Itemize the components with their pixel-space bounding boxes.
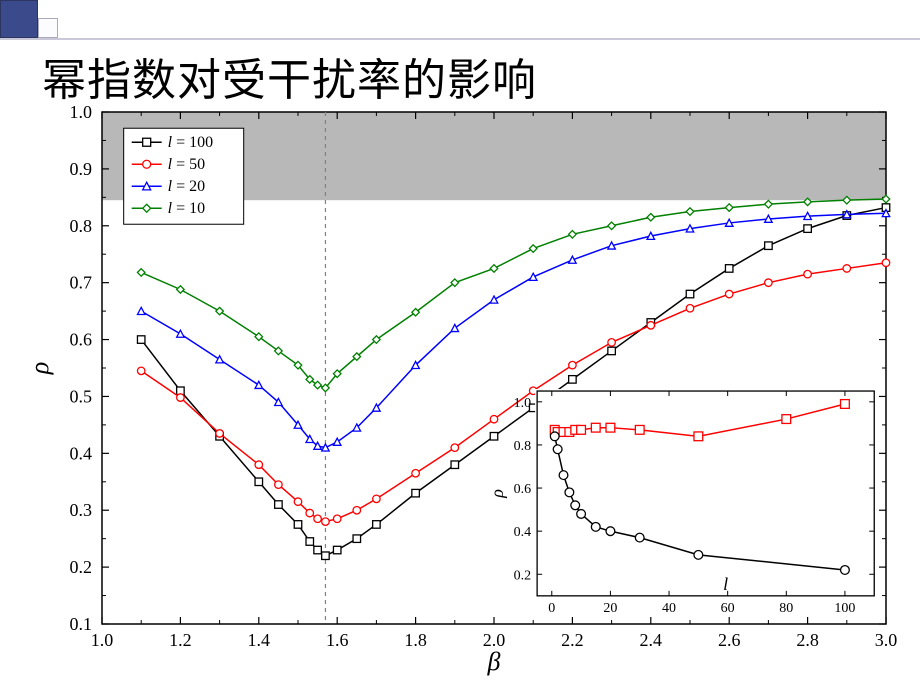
svg-text:ρ: ρ: [487, 489, 507, 499]
svg-text:2.2: 2.2: [561, 630, 584, 650]
svg-text:l: l: [723, 574, 728, 594]
svg-text:80: 80: [779, 601, 793, 616]
svg-text:100: 100: [834, 601, 855, 616]
svg-text:l = 100: l = 100: [168, 134, 213, 151]
svg-text:l = 50: l = 50: [168, 156, 205, 173]
svg-text:0.9: 0.9: [70, 159, 93, 179]
svg-text:0.6: 0.6: [70, 330, 93, 350]
svg-text:1.8: 1.8: [404, 630, 427, 650]
svg-text:1.0: 1.0: [70, 104, 93, 122]
svg-text:0.2: 0.2: [70, 557, 93, 577]
svg-text:β: β: [487, 647, 501, 676]
svg-text:60: 60: [721, 601, 735, 616]
svg-text:ρ: ρ: [28, 362, 54, 375]
slide-corner-decoration: [0, 0, 160, 38]
svg-text:2.6: 2.6: [718, 630, 741, 650]
svg-text:1.6: 1.6: [326, 630, 349, 650]
svg-text:20: 20: [603, 601, 617, 616]
svg-text:l = 20: l = 20: [168, 178, 205, 195]
main-chart: 1.01.21.41.61.82.02.22.42.62.83.00.10.20…: [28, 104, 898, 678]
svg-text:2.4: 2.4: [640, 630, 663, 650]
svg-text:0.5: 0.5: [70, 386, 93, 406]
svg-text:0.8: 0.8: [70, 216, 93, 236]
svg-text:3.0: 3.0: [875, 630, 898, 650]
svg-text:0.8: 0.8: [514, 439, 532, 454]
svg-text:0: 0: [548, 601, 555, 616]
svg-text:40: 40: [662, 601, 676, 616]
svg-text:0.6: 0.6: [514, 482, 532, 497]
svg-text:1.4: 1.4: [248, 630, 270, 650]
svg-text:l = 10: l = 10: [168, 200, 205, 217]
svg-text:0.3: 0.3: [70, 500, 93, 520]
svg-text:1.0: 1.0: [91, 630, 114, 650]
svg-text:0.4: 0.4: [514, 525, 532, 540]
svg-text:0.7: 0.7: [70, 273, 93, 293]
svg-text:2.8: 2.8: [796, 630, 819, 650]
slide-title: 幂指数对受干扰率的影响: [42, 44, 537, 108]
svg-text:1.2: 1.2: [169, 630, 192, 650]
svg-text:1.0: 1.0: [514, 396, 532, 411]
svg-text:0.4: 0.4: [70, 443, 93, 463]
svg-text:0.2: 0.2: [514, 568, 532, 583]
svg-text:0.1: 0.1: [70, 614, 93, 634]
